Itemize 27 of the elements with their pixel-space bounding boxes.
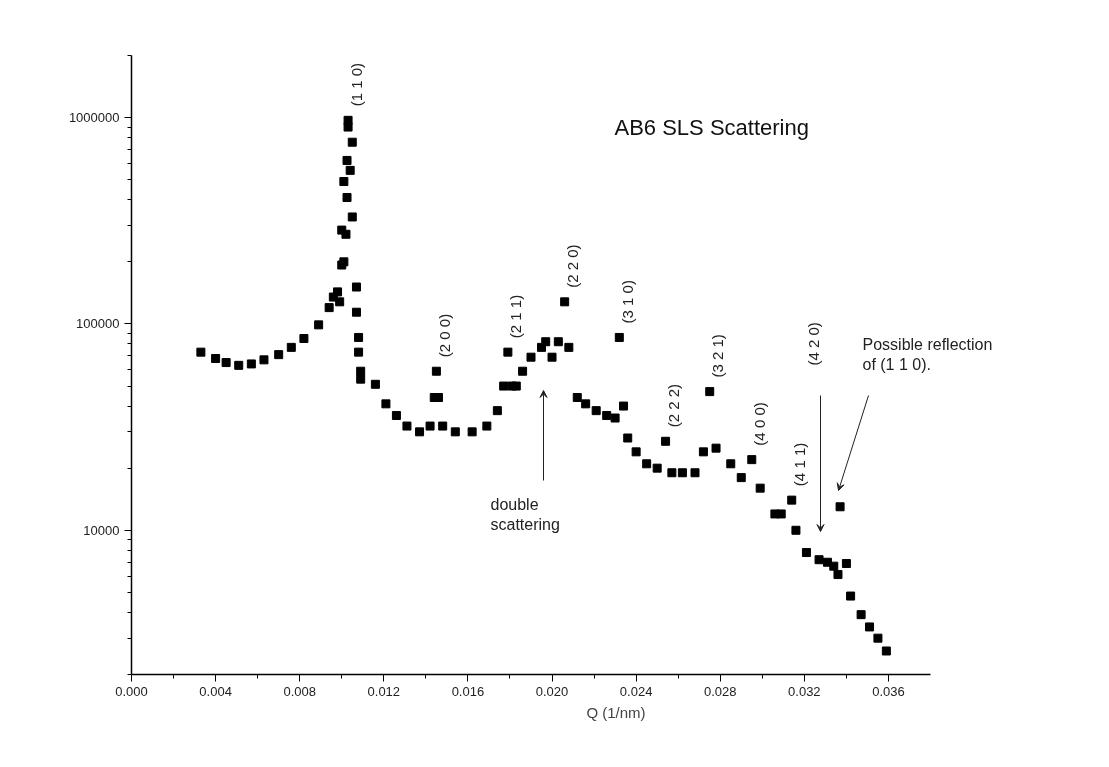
x-axis-title: Q (1/nm) [586, 703, 646, 721]
annotation: (2 2 2) [665, 383, 683, 428]
y-tick-label: 10000 [83, 522, 120, 538]
x-tick-label: 0.024 [619, 683, 653, 699]
annotation: (2 2 0) [564, 244, 582, 288]
annotation: (2 0 0) [435, 313, 453, 358]
y-tick-label: 100000 [76, 316, 120, 332]
annotation: (3 1 0) [618, 280, 636, 324]
x-tick-label: 0.004 [199, 683, 232, 699]
x-tick-label: 0.000 [115, 683, 148, 699]
annotation: (4 2 0) [805, 322, 822, 366]
x-tick-label: 0.012 [367, 683, 401, 699]
annotation: (1 1 0) [347, 62, 365, 107]
annotation: (2 1 1) [507, 294, 525, 339]
annotation: double scattering [490, 495, 560, 533]
text: AB6 SLS Scattering [614, 114, 809, 140]
x-tick-label: 0.016 [451, 683, 485, 699]
annotation: (4 1 1) [791, 442, 809, 487]
annotation: (4 0 0) [751, 402, 769, 446]
x-tick-label: 0.036 [872, 683, 905, 699]
x-tick-label: 0.020 [535, 683, 569, 699]
y-tick-label: 1000000 [68, 110, 120, 126]
x-tick-label: 0.008 [283, 683, 316, 699]
annotation: (3 2 1) [709, 334, 727, 378]
x-tick-label: 0.028 [703, 683, 737, 699]
x-tick-label: 0.032 [788, 683, 821, 699]
annotation: Possible reflection of (1 1 0). [862, 335, 993, 373]
